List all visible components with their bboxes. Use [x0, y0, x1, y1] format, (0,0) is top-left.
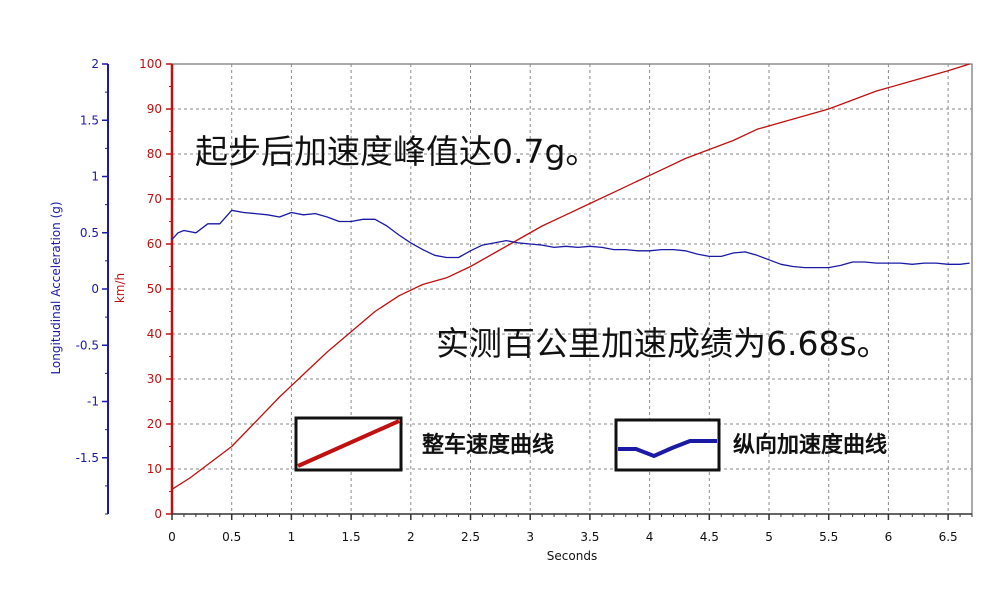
x-tick-label: 4.5	[700, 530, 719, 544]
legend-item-speed: 整车速度曲线	[294, 416, 554, 472]
acceleration-tick-label: -0.5	[76, 338, 99, 352]
speed-tick-label: 40	[147, 327, 162, 341]
acceleration-tick-label: 1.5	[80, 113, 99, 127]
speed-tick-label: 70	[147, 192, 162, 206]
x-tick-label: 0.5	[222, 530, 241, 544]
x-axis: 0 0.5 1 1.5 2 2.5 3 3.5 4 4.5 5 5.5 6 6.5	[168, 513, 973, 544]
acceleration-tick-label: -1.5	[76, 451, 99, 465]
speed-tick-label: 100	[139, 57, 162, 71]
speed-tick-label: 10	[147, 462, 162, 476]
acceleration-tick-label: 1	[91, 170, 99, 184]
legend-label-speed: 整车速度曲线	[422, 432, 554, 458]
legend: 整车速度曲线 纵向加速度曲线	[294, 416, 887, 472]
annotation-peak: 起步后加速度峰值达0.7g。	[195, 132, 598, 171]
x-tick-label: 2	[407, 530, 415, 544]
x-tick-label: 6	[885, 530, 893, 544]
legend-label-acceleration: 纵向加速度曲线	[733, 432, 887, 458]
x-tick-label: 5.5	[819, 530, 838, 544]
legend-line-acceleration	[618, 439, 717, 459]
acceleration-axis: 2 1.5 1 0.5 0 -0.5 -1 -1.5	[76, 57, 109, 515]
x-tick-label: 0	[168, 530, 176, 544]
annotation-result: 实测百公里加速成绩为6.68s。	[436, 324, 890, 363]
legend-line-speed	[297, 419, 400, 468]
x-tick-label: 3	[526, 530, 534, 544]
speed-tick-label: 60	[147, 237, 162, 251]
series-layer	[171, 63, 970, 490]
acceleration-tick-label: 2	[91, 57, 99, 71]
x-tick-label: 1.5	[342, 530, 361, 544]
x-tick-label: 3.5	[580, 530, 599, 544]
acceleration-tick-label: 0	[91, 282, 99, 296]
series-line-speed	[171, 63, 970, 490]
acceleration-axis-title: Longitudinal Acceleration (g)	[49, 201, 63, 374]
speed-tick-label: 0	[154, 507, 162, 521]
speed-axis-title: km/h	[113, 273, 127, 303]
x-tick-label: 6.5	[939, 530, 958, 544]
speed-tick-label: 90	[147, 102, 162, 116]
x-tick-label: 5	[765, 530, 773, 544]
legend-item-acceleration: 纵向加速度曲线	[614, 418, 887, 472]
x-axis-title: Seconds	[547, 549, 597, 563]
speed-tick-label: 20	[147, 417, 162, 431]
speed-tick-label: 80	[147, 147, 162, 161]
x-tick-label: 1	[288, 530, 296, 544]
speed-tick-label: 30	[147, 372, 162, 386]
x-tick-label: 2.5	[461, 530, 480, 544]
acceleration-tick-label: 0.5	[80, 226, 99, 240]
speed-tick-label: 50	[147, 282, 162, 296]
series-line-acceleration	[171, 209, 970, 269]
legend-swatch-acceleration	[614, 418, 721, 472]
x-tick-label: 4	[646, 530, 654, 544]
acceleration-tick-label: -1	[87, 395, 99, 409]
